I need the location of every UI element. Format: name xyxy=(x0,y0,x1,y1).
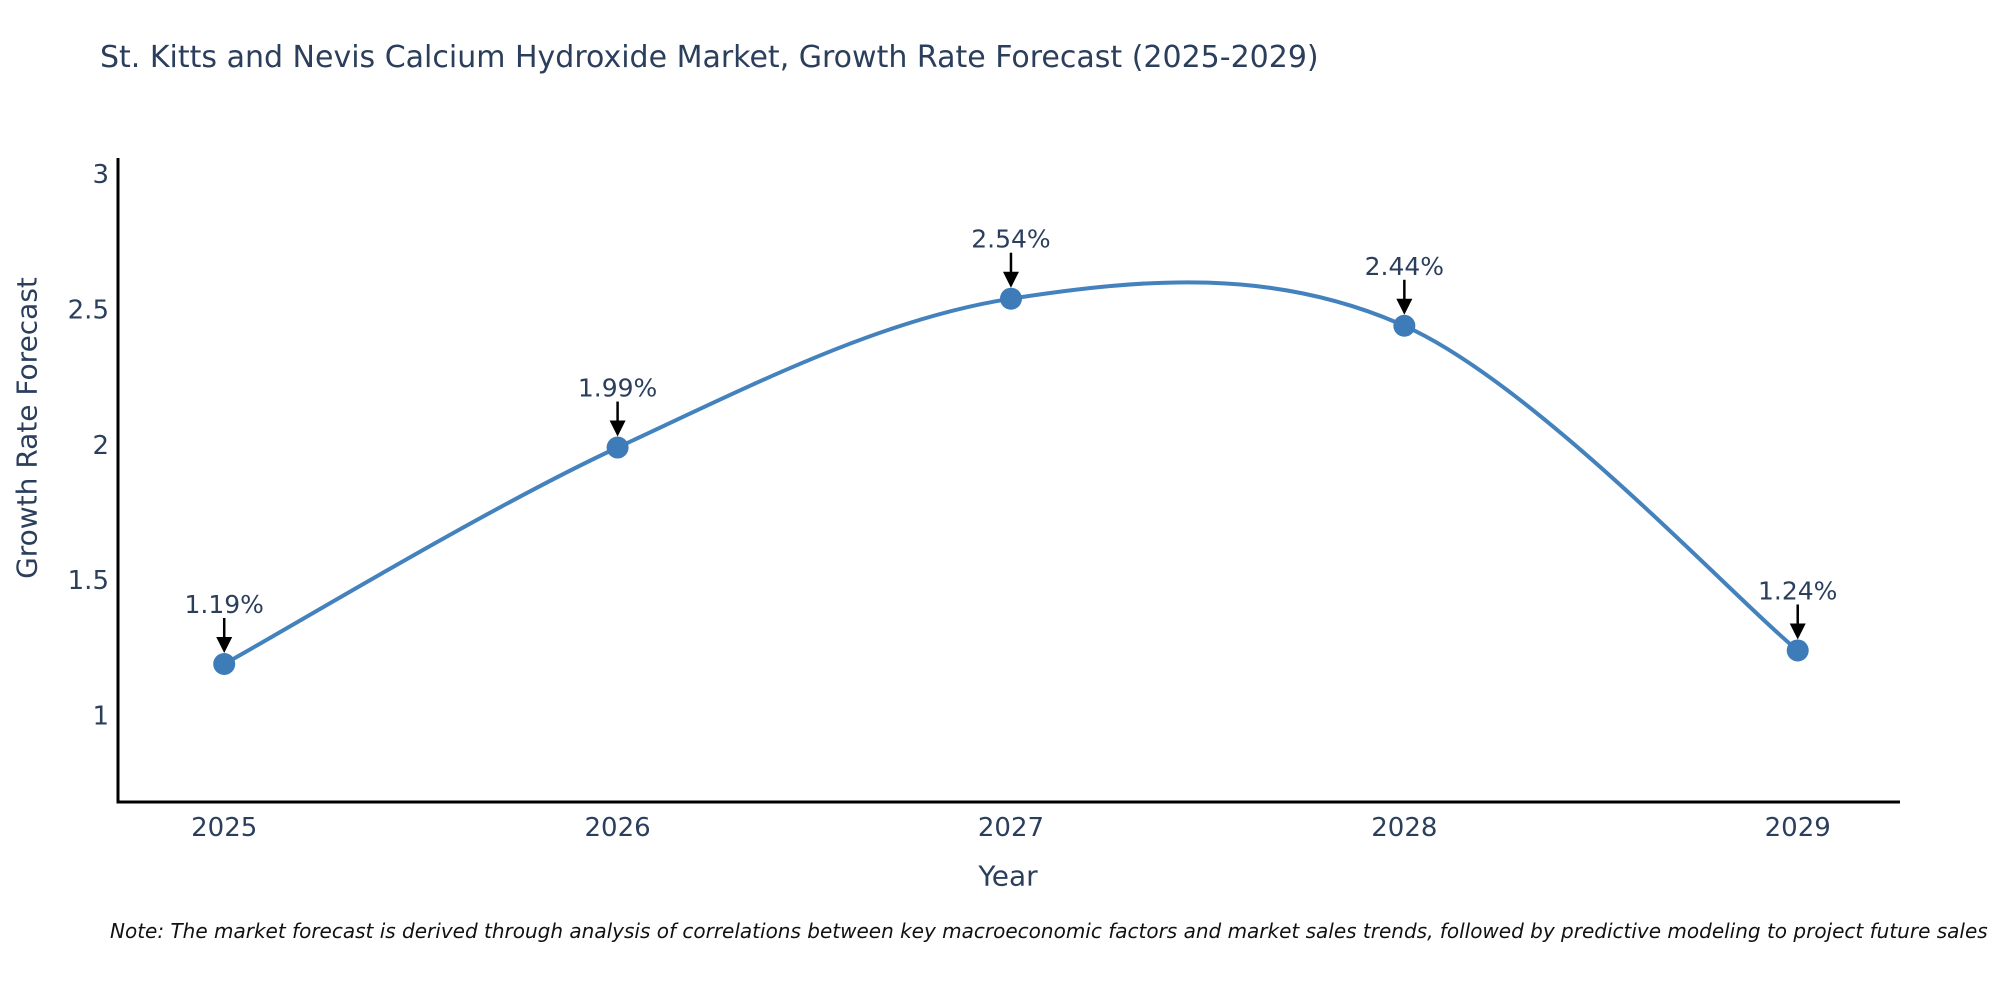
x-tick-label: 2026 xyxy=(585,813,651,843)
x-tick-label: 2027 xyxy=(978,813,1044,843)
footnote: Note: The market forecast is derived thr… xyxy=(110,919,1988,943)
x-tick-label: 2028 xyxy=(1371,813,1437,843)
y-tick-label: 2 xyxy=(92,431,109,461)
data-point-marker xyxy=(1393,314,1416,337)
annotation-label: 1.99% xyxy=(578,374,657,403)
data-point-marker xyxy=(606,436,629,459)
data-point-marker xyxy=(213,653,236,675)
x-tick-label: 2029 xyxy=(1765,813,1831,843)
x-axis-title: Year xyxy=(978,859,1038,893)
annotation-arrowhead-icon xyxy=(216,637,233,653)
annotation-arrowhead-icon xyxy=(1396,298,1413,315)
y-tick-label: 1.5 xyxy=(68,566,109,596)
annotation-label: 1.24% xyxy=(1758,576,1837,605)
trend-line xyxy=(222,280,1800,666)
annotation-arrowhead-icon xyxy=(1789,623,1806,640)
x-tick-label: 2025 xyxy=(191,813,257,843)
data-point-marker xyxy=(1786,639,1809,662)
chart-title: St. Kitts and Nevis Calcium Hydroxide Ma… xyxy=(100,40,1319,75)
annotation-arrowhead-icon xyxy=(609,420,626,437)
y-tick-label: 3 xyxy=(92,160,109,190)
y-tick-label: 1 xyxy=(92,701,109,731)
annotation-label: 2.54% xyxy=(971,225,1050,254)
annotation-arrowhead-icon xyxy=(1002,271,1019,288)
data-point-marker xyxy=(999,287,1022,310)
annotation-label: 2.44% xyxy=(1365,252,1444,281)
annotation-label: 1.19% xyxy=(185,590,264,619)
y-tick-label: 2.5 xyxy=(68,296,109,326)
